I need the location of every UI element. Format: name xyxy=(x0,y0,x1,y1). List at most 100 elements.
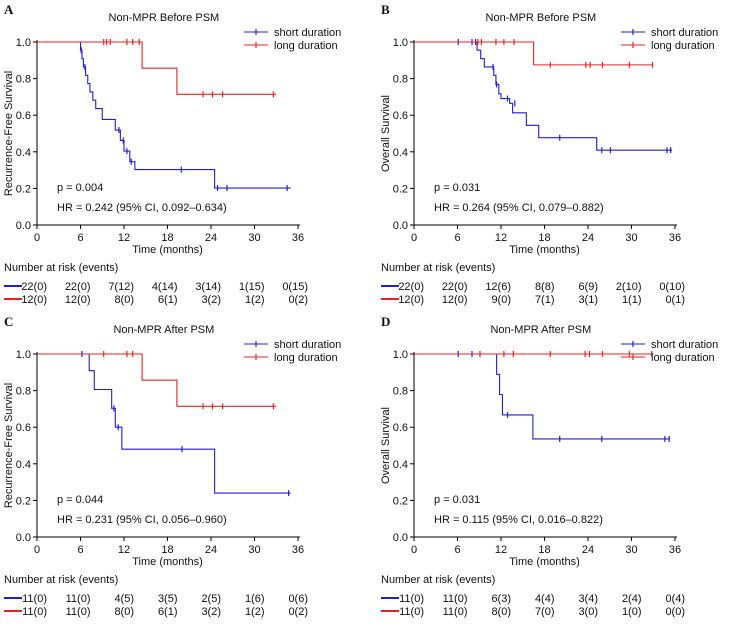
y-tick-label: 1.0 xyxy=(16,37,31,49)
risk-cell-short: 11(0) xyxy=(443,593,468,605)
risk-cell-short: 22(0) xyxy=(65,281,91,293)
legend-label-long: long duration xyxy=(651,352,715,364)
risk-cell-long: 8(0) xyxy=(491,606,511,618)
x-tick-label: 18 xyxy=(538,544,550,556)
legend-label-short: short duration xyxy=(651,339,718,351)
x-tick-label: 6 xyxy=(77,544,83,556)
x-tick-label: 24 xyxy=(205,232,217,244)
risk-cell-short: 8(8) xyxy=(535,281,555,293)
y-axis-label: Overall Survival xyxy=(380,95,392,172)
panel-d: D Non-MPR After PSM 0 6 12 18 24 30 36 0.0 0.2 0.4 0… xyxy=(380,314,718,618)
risk-cell-short: 2(4) xyxy=(622,593,642,605)
y-tick-label: 0.0 xyxy=(16,220,31,232)
x-tick-label: 12 xyxy=(495,232,507,244)
risk-cell-short: 4(4) xyxy=(535,593,555,605)
y-tick-label: 0.8 xyxy=(16,74,31,86)
risk-cell-long: 3(0) xyxy=(578,606,598,618)
risk-cell-long: 3(1) xyxy=(578,294,598,306)
x-tick-label: 36 xyxy=(292,232,304,244)
y-tick-label: 0.2 xyxy=(393,183,408,195)
risk-cell-short: 6(3) xyxy=(491,593,511,605)
x-tick-label: 36 xyxy=(669,232,681,244)
chart-title: Non-MPR After PSM xyxy=(113,324,214,336)
risk-cell-short: 1(15) xyxy=(239,281,265,293)
y-tick-label: 1.0 xyxy=(393,349,408,361)
risk-cell-short: 4(14) xyxy=(152,281,178,293)
risk-cell-long: 1(2) xyxy=(245,294,265,306)
legend-label-long: long duration xyxy=(274,352,338,364)
risk-cell-long: 0(2) xyxy=(288,294,308,306)
risk-table-title: Number at risk (events) xyxy=(381,574,495,586)
p-value-text: p = 0.044 xyxy=(57,494,103,506)
legend-label-long: long duration xyxy=(651,40,715,52)
p-value-text: p = 0.004 xyxy=(57,182,103,194)
x-tick-label: 12 xyxy=(118,232,130,244)
risk-cell-long: 9(0) xyxy=(491,294,511,306)
y-axis-label: Recurrence-Free Survival xyxy=(3,383,15,508)
risk-cell-long: 7(1) xyxy=(535,294,555,306)
y-tick-label: 0.0 xyxy=(393,532,408,544)
x-tick-label: 6 xyxy=(454,232,460,244)
risk-cell-long: 11(0) xyxy=(443,606,468,618)
x-tick-label: 24 xyxy=(582,232,594,244)
risk-cell-short: 11(0) xyxy=(22,593,47,605)
risk-cell-long: 0(0) xyxy=(665,606,685,618)
legend-label-short: short duration xyxy=(274,339,341,351)
y-tick-label: 0.8 xyxy=(16,386,31,398)
x-tick-label: 30 xyxy=(625,232,637,244)
risk-cell-short: 1(6) xyxy=(245,593,265,605)
x-tick-label: 24 xyxy=(582,544,594,556)
chart-title: Non-MPR After PSM xyxy=(490,324,591,336)
risk-cell-long: 1(2) xyxy=(245,606,265,618)
y-tick-label: 0.6 xyxy=(393,110,408,122)
y-tick-label: 0.0 xyxy=(393,220,408,232)
y-tick-label: 0.2 xyxy=(393,495,408,507)
panel-letter: C xyxy=(4,314,13,329)
km-curve-short xyxy=(414,41,673,151)
risk-cell-long: 12(0) xyxy=(442,294,468,306)
legend-label-long: long duration xyxy=(274,40,338,52)
x-tick-label: 0 xyxy=(34,232,40,244)
risk-cell-short: 3(4) xyxy=(578,593,598,605)
risk-cell-short: 22(0) xyxy=(398,281,424,293)
risk-cell-long: 11(0) xyxy=(22,606,47,618)
y-tick-label: 0.8 xyxy=(393,386,408,398)
risk-cell-short: 4(5) xyxy=(114,593,134,605)
km-curve-short xyxy=(37,41,291,189)
x-tick-label: 24 xyxy=(205,544,217,556)
panel-letter: A xyxy=(4,2,14,17)
risk-cell-short: 2(5) xyxy=(201,593,221,605)
y-tick-label: 0.4 xyxy=(393,459,408,471)
risk-cell-short: 3(5) xyxy=(158,593,178,605)
risk-cell-long: 6(1) xyxy=(158,606,178,618)
y-tick-label: 0.6 xyxy=(393,422,408,434)
panel-a: A Non-MPR Before PSM 0 6 12 18 24 30 36 0.0 0.2 0.4… xyxy=(3,2,341,306)
p-value-text: p = 0.031 xyxy=(434,494,480,506)
y-tick-label: 0.8 xyxy=(393,74,408,86)
y-tick-label: 1.0 xyxy=(16,349,31,361)
km-curve-long xyxy=(37,353,277,407)
hazard-ratio-text: HR = 0.264 (95% CI, 0.079–0.882) xyxy=(434,202,604,214)
legend-label-short: short duration xyxy=(651,27,718,39)
x-tick-label: 30 xyxy=(248,544,260,556)
hazard-ratio-text: HR = 0.242 (95% CI, 0.092–0.634) xyxy=(57,202,227,214)
panel-letter: D xyxy=(381,314,390,329)
risk-cell-long: 3(2) xyxy=(201,294,221,306)
x-tick-label: 30 xyxy=(625,544,637,556)
y-tick-label: 0.2 xyxy=(16,495,31,507)
x-tick-label: 6 xyxy=(454,544,460,556)
risk-cell-short: 6(9) xyxy=(578,281,598,293)
risk-cell-long: 8(0) xyxy=(114,294,134,306)
y-axis-label: Recurrence-Free Survival xyxy=(3,71,15,196)
risk-table-title: Number at risk (events) xyxy=(381,262,495,274)
risk-cell-short: 12(6) xyxy=(485,281,511,293)
risk-cell-short: 0(10) xyxy=(659,281,685,293)
y-tick-label: 0.6 xyxy=(16,110,31,122)
y-axis-label: Overall Survival xyxy=(380,407,392,484)
risk-cell-short: 11(0) xyxy=(66,593,91,605)
risk-cell-short: 22(0) xyxy=(442,281,468,293)
x-axis-label: Time (months) xyxy=(509,244,580,256)
km-curve-long xyxy=(414,41,654,66)
risk-cell-long: 12(0) xyxy=(21,294,47,306)
